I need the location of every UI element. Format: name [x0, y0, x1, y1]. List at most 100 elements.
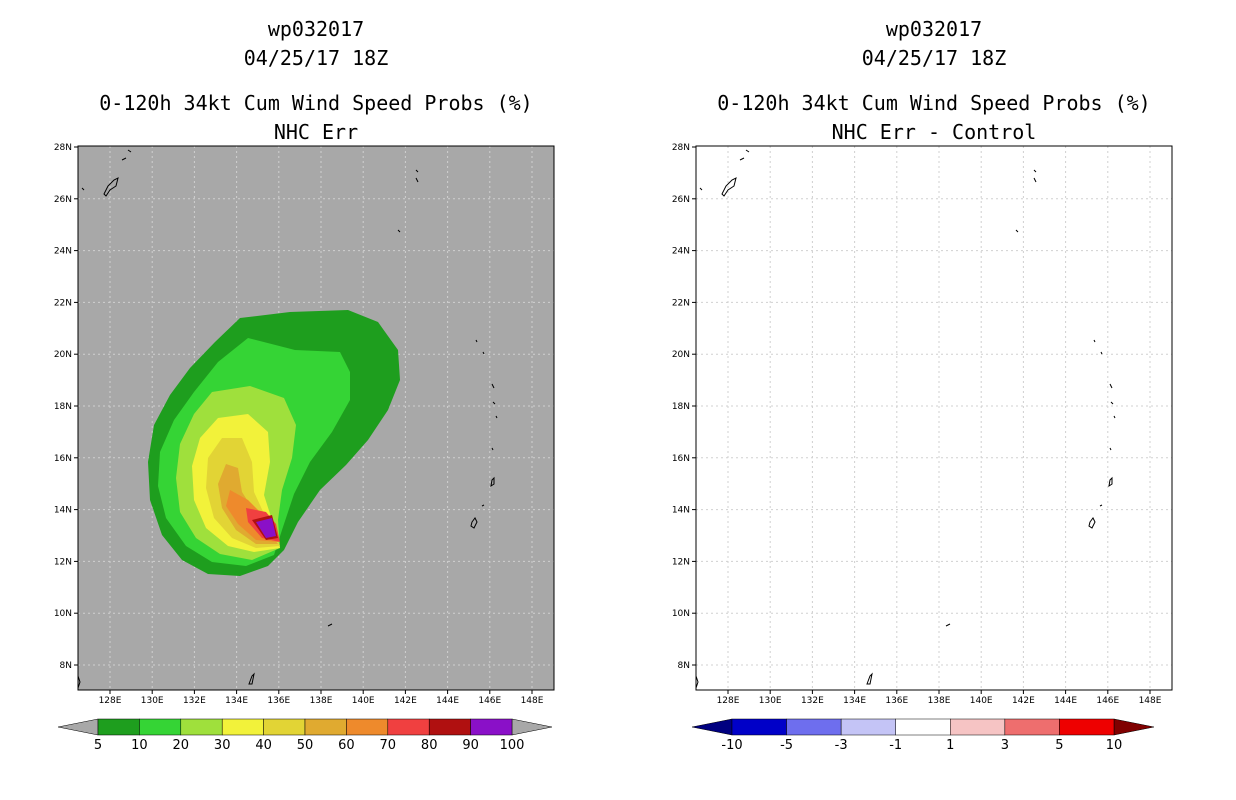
colorbar-label: 10 — [1106, 738, 1123, 753]
colorbar-label: 10 — [131, 738, 148, 753]
colorbar-label: 80 — [421, 738, 438, 753]
colorbar-label: 40 — [255, 738, 272, 753]
lon-label: 140E — [970, 696, 993, 706]
right-grid — [696, 146, 1172, 690]
colorbar-label: 30 — [214, 738, 231, 753]
left-product-title: 0-120h 34kt Cum Wind Speed Probs (%) — [99, 91, 533, 115]
lat-label: 26N — [672, 195, 690, 205]
lat-label: 20N — [54, 350, 72, 360]
colorbar-swatch — [1004, 718, 1060, 736]
colorbar-label: 100 — [500, 738, 525, 753]
colorbar-swatch — [221, 718, 264, 736]
lat-label: 10N — [54, 609, 72, 619]
lon-label: 146E — [1096, 696, 1119, 706]
lon-label: 138E — [310, 696, 333, 706]
colorbar-arrow-left — [691, 718, 733, 736]
lat-label: 24N — [672, 247, 690, 257]
colorbar-label: -10 — [721, 738, 742, 753]
lon-label: 140E — [352, 696, 375, 706]
left-axis-labels: 28N 26N 24N 22N 20N 18N 16N 14N 12N 10N 8N 128E 130E… — [54, 143, 544, 706]
colorbar-swatch — [263, 718, 306, 736]
lat-label: 24N — [54, 247, 72, 257]
lat-label: 28N — [54, 143, 72, 153]
lon-label: 148E — [521, 696, 544, 706]
colorbar-label: 5 — [94, 738, 102, 753]
lon-label: 144E — [1054, 696, 1077, 706]
colorbar-swatch — [731, 718, 787, 736]
colorbar-arrow-left — [57, 718, 99, 736]
lon-label: 130E — [759, 696, 782, 706]
lon-label: 142E — [1012, 696, 1035, 706]
lat-label: 18N — [672, 402, 690, 412]
colorbar-label: 1 — [946, 738, 954, 753]
lon-label: 142E — [394, 696, 417, 706]
colorbar-swatch — [950, 718, 1006, 736]
right-subtitle: NHC Err - Control — [831, 120, 1037, 144]
lat-label: 14N — [54, 506, 72, 516]
colorbar-arrow-right — [1113, 718, 1155, 736]
lat-label: 16N — [672, 454, 690, 464]
lon-label: 132E — [801, 696, 824, 706]
lon-label: 128E — [99, 696, 122, 706]
right-datetime: 04/25/17 18Z — [861, 46, 1007, 70]
colorbar-swatch — [428, 718, 471, 736]
colorbar-arrow-right — [511, 718, 553, 736]
colorbar-swatch — [786, 718, 842, 736]
colorbar-swatch — [180, 718, 223, 736]
colorbar-label: 90 — [462, 738, 479, 753]
lat-label: 28N — [672, 143, 690, 153]
colorbar-label: 5 — [1055, 738, 1063, 753]
colorbar-swatch — [97, 718, 140, 736]
colorbar-swatch — [346, 718, 389, 736]
colorbar-swatch — [470, 718, 513, 736]
lon-label: 134E — [843, 696, 866, 706]
colorbar-label: 60 — [338, 738, 355, 753]
left-subtitle: NHC Err — [273, 120, 359, 144]
colorbar-label: 3 — [1001, 738, 1009, 753]
lon-label: 138E — [928, 696, 951, 706]
right-axis-labels: 28N 26N 24N 22N 20N 18N 16N 14N 12N 10N 8N 128E 130E… — [672, 143, 1162, 706]
lat-label: 22N — [54, 298, 72, 308]
lon-label: 144E — [436, 696, 459, 706]
right-storm-id: wp032017 — [885, 17, 983, 41]
lon-label: 132E — [183, 696, 206, 706]
colorbar-swatch — [387, 718, 430, 736]
lon-label: 128E — [717, 696, 740, 706]
colorbar-label: 50 — [297, 738, 314, 753]
colorbar-label: 20 — [173, 738, 190, 753]
left-storm-id: wp032017 — [267, 17, 365, 41]
right-colorbar: -10 -5 -3 -1 1 3 5 10 — [691, 718, 1155, 753]
lon-label: 136E — [885, 696, 908, 706]
right-map-background — [696, 146, 1172, 690]
lon-label: 130E — [141, 696, 164, 706]
left-probability-map: 28N 26N 24N 22N 20N 18N 16N 14N 12N 10N 8N 128E 130E… — [54, 143, 555, 753]
lat-label: 8N — [60, 661, 72, 671]
colorbar-swatch — [139, 718, 182, 736]
lat-label: 10N — [672, 609, 690, 619]
lon-label: 148E — [1139, 696, 1162, 706]
lat-label: 22N — [672, 298, 690, 308]
prob-contour-100 — [256, 518, 276, 538]
colorbar-label: -5 — [780, 738, 793, 753]
colorbar-label: -3 — [835, 738, 848, 753]
right-difference-map: 28N 26N 24N 22N 20N 18N 16N 14N 12N 10N 8N 128E 130E… — [672, 143, 1173, 753]
colorbar-label: 70 — [380, 738, 397, 753]
lat-label: 8N — [678, 661, 690, 671]
right-map-frame — [695, 145, 1173, 691]
lon-label: 146E — [478, 696, 501, 706]
lat-label: 16N — [54, 454, 72, 464]
lat-label: 20N — [672, 350, 690, 360]
right-island-outlines — [695, 149, 1116, 689]
colorbar-swatch — [1059, 718, 1115, 736]
left-map-frame — [77, 145, 555, 691]
left-island-outlines — [77, 149, 498, 689]
lat-label: 12N — [54, 557, 72, 567]
right-product-title: 0-120h 34kt Cum Wind Speed Probs (%) — [717, 91, 1151, 115]
colorbar-swatch — [304, 718, 347, 736]
left-colorbar: 5 10 20 30 40 50 60 70 80 90 100 — [57, 718, 553, 753]
lat-label: 26N — [54, 195, 72, 205]
colorbar-label: -1 — [889, 738, 902, 753]
lon-label: 134E — [225, 696, 248, 706]
lon-label: 136E — [267, 696, 290, 706]
colorbar-swatch — [840, 718, 896, 736]
